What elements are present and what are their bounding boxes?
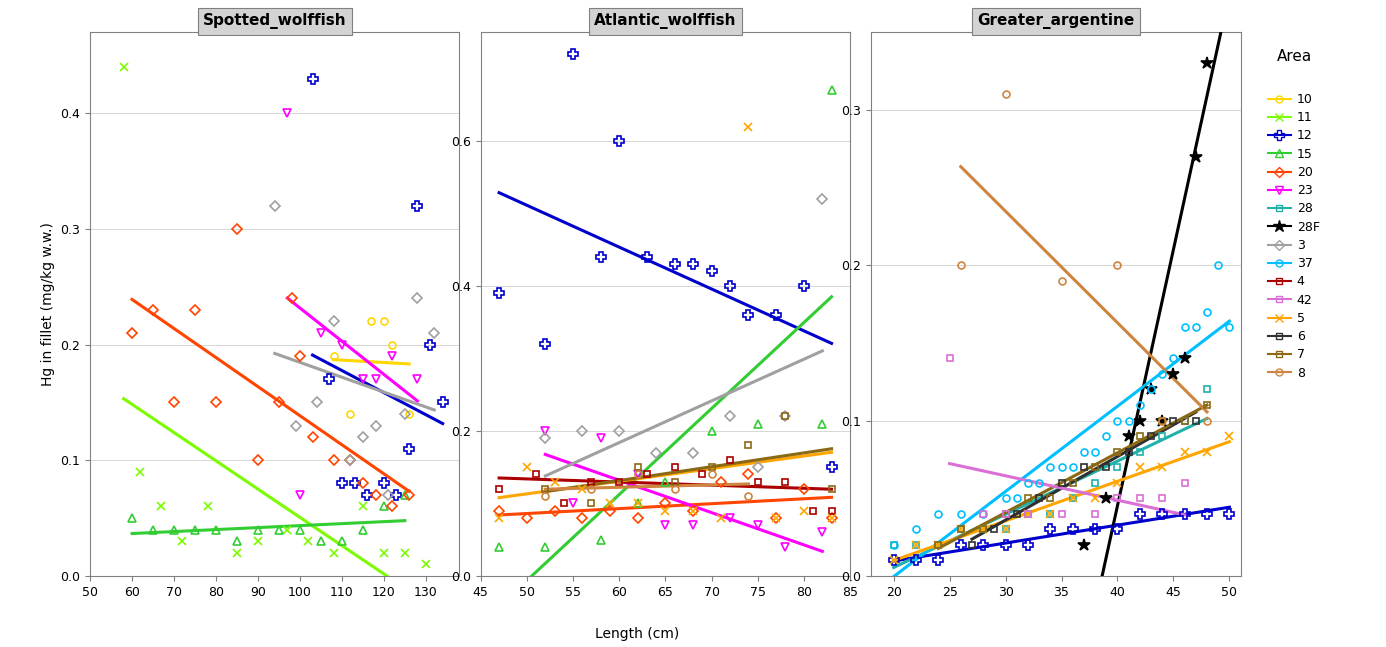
Text: Length (cm): Length (cm): [596, 626, 679, 641]
Y-axis label: Hg in fillet (mg/kg w.w.): Hg in fillet (mg/kg w.w.): [40, 222, 55, 386]
Text: Area: Area: [1278, 49, 1313, 63]
Title: Greater_argentine: Greater_argentine: [977, 14, 1135, 29]
Title: Atlantic_wolffish: Atlantic_wolffish: [595, 14, 736, 29]
Title: Spotted_wolffish: Spotted_wolffish: [202, 14, 346, 29]
Legend: 10, 11, 12, 15, 20, 23, 28, 28F, 3, 37, 4, 42, 5, 6, 7, 8: 10, 11, 12, 15, 20, 23, 28, 28F, 3, 37, …: [1268, 93, 1319, 380]
